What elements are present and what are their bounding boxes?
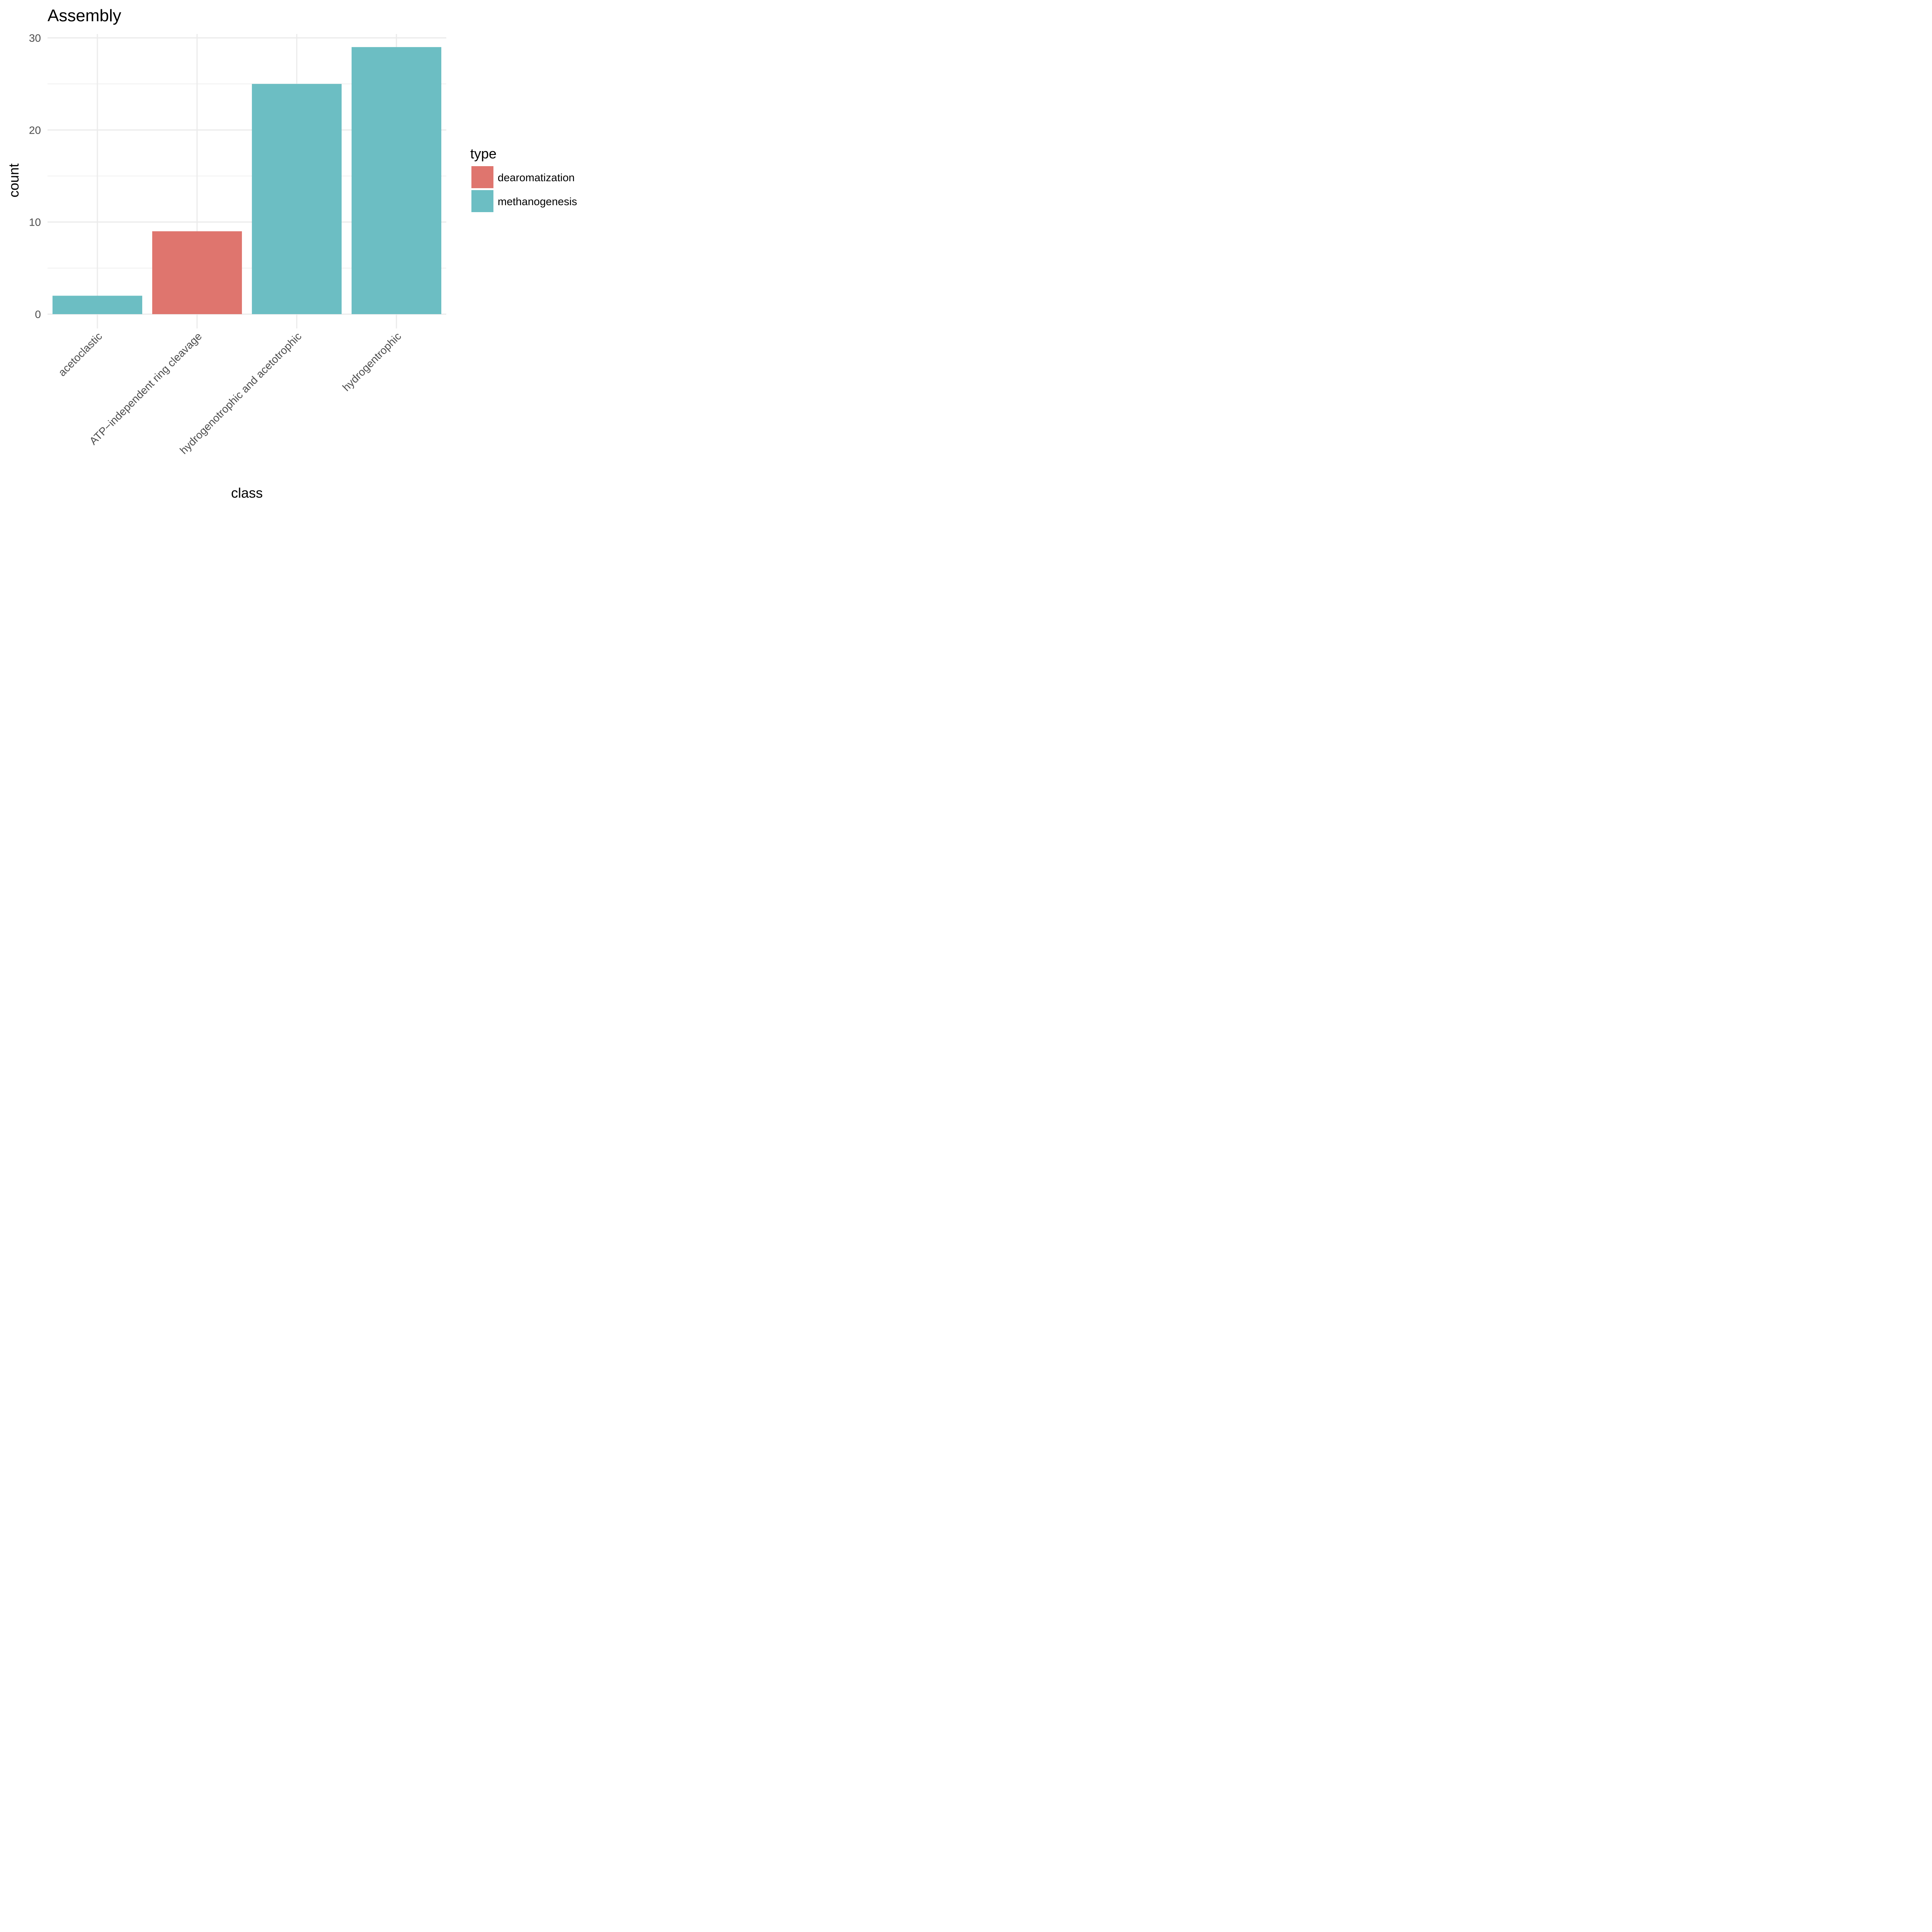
legend: type dearomatization methanogenesis (470, 146, 577, 212)
x-axis-title: class (231, 485, 263, 501)
legend-label: methanogenesis (498, 196, 577, 207)
legend-title: type (470, 146, 497, 162)
y-axis-ticks: 0 10 20 30 (29, 32, 41, 320)
legend-swatch (471, 166, 493, 188)
x-tick-label: hydrogenotrophic and acetotrophic (177, 330, 304, 456)
x-tick-label: ATP−independent ring cleavage (87, 330, 204, 447)
y-tick-label: 10 (29, 216, 41, 228)
bar (152, 231, 242, 314)
bars (52, 47, 442, 315)
y-axis-title: count (6, 163, 22, 197)
y-tick-label: 20 (29, 124, 41, 136)
x-tick-label: hydrogentrophic (340, 330, 403, 393)
y-tick-label: 0 (35, 308, 41, 320)
bar (252, 84, 342, 314)
legend-label: dearomatization (498, 172, 575, 184)
chart-title: Assembly (48, 6, 121, 25)
legend-swatch (471, 190, 493, 212)
bar (351, 47, 442, 315)
x-tick-label: acetoclastic (56, 330, 104, 378)
bar (52, 296, 143, 314)
y-tick-label: 30 (29, 32, 41, 44)
